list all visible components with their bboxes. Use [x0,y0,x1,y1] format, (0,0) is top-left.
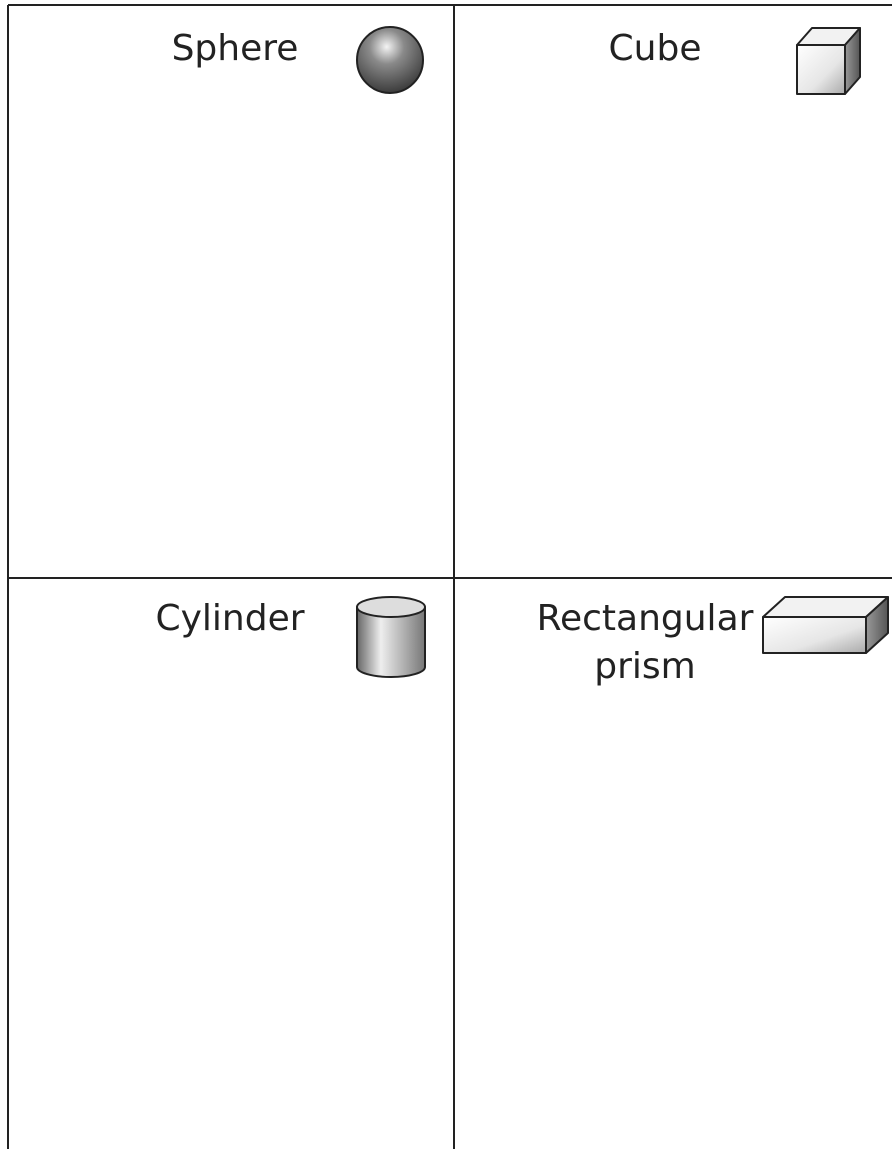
label-prism: prism [594,646,695,687]
cylinder-icon [356,596,426,678]
label-cylinder: Cylinder [155,598,304,639]
cube-icon [796,27,861,95]
label-sphere: Sphere [172,28,299,69]
sphere-icon [356,26,424,94]
label-cube: Cube [609,28,702,69]
rectangular-prism-icon [762,596,889,654]
label-rectangular: Rectangular [537,598,754,639]
